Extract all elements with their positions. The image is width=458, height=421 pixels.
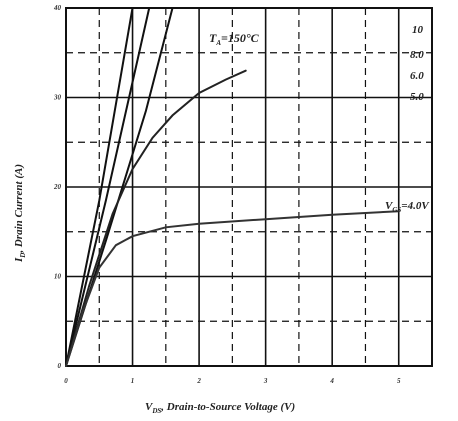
y-tick-label: 40	[53, 4, 62, 12]
plot-frame	[65, 7, 433, 367]
x-tick-label: 4	[329, 377, 334, 385]
y-tick-label: 0	[58, 362, 62, 370]
temperature-annotation: TA=150°C	[209, 31, 260, 47]
series-line-1	[65, 7, 151, 367]
y-tick-label: 20	[53, 183, 62, 191]
x-tick-label: 0	[64, 377, 68, 385]
series-line-4	[65, 210, 400, 367]
x-tick-label: 5	[397, 377, 401, 385]
x-tick-label: 2	[196, 377, 201, 385]
grid	[66, 8, 432, 366]
series-line-0	[65, 7, 134, 367]
legend-label-6: 6.0	[410, 70, 424, 82]
vgs-label: VGS=4.0V	[385, 200, 430, 214]
tick-labels: 0 1 2 3 4 5 0 10 20 30 40	[53, 4, 401, 385]
y-axis-label: ID, Drain Current (A)	[13, 164, 27, 263]
legend-label-8: 8.0	[410, 49, 424, 61]
legend-label-10: 10	[412, 24, 424, 36]
series-line-3	[65, 69, 247, 367]
x-axis-label: VDS, Drain-to-Source Voltage (V)	[145, 401, 295, 415]
curves	[65, 7, 400, 367]
y-tick-label: 30	[53, 94, 62, 102]
x-tick-label: 1	[131, 377, 135, 385]
y-tick-label: 10	[54, 273, 62, 281]
x-tick-label: 3	[263, 377, 268, 385]
legend-label-5: 5.0	[410, 91, 424, 103]
